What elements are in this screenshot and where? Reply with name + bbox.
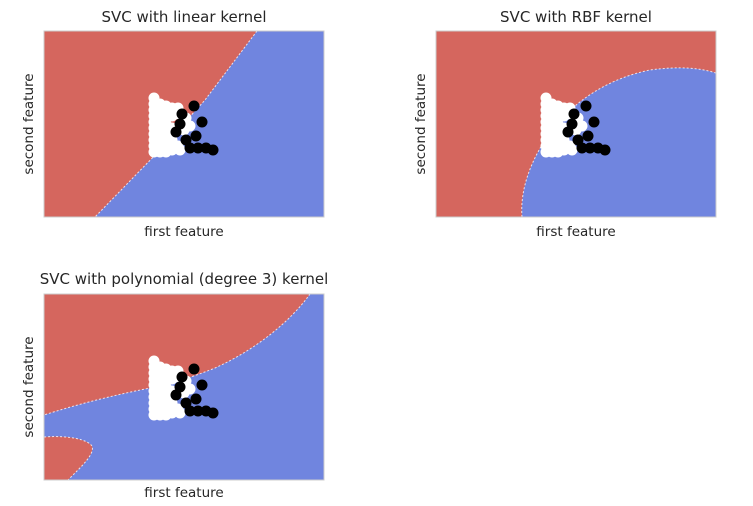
axes-frame [43, 30, 325, 218]
decision-boundary [44, 294, 311, 416]
panel-rbf-kernel: SVC with RBF kernel first feature second… [413, 8, 717, 240]
scatter-points [148, 355, 219, 421]
scatter-points [540, 92, 611, 158]
data-point-class-white [174, 144, 186, 156]
panel-title: SVC with linear kernel [102, 8, 267, 26]
data-point-class-white [566, 144, 578, 156]
data-point-class-white [174, 407, 186, 419]
data-point-class-white [184, 120, 196, 132]
data-point-class-black [192, 405, 204, 417]
data-point-class-black [196, 116, 208, 128]
data-point-class-black [582, 130, 594, 142]
data-point-class-black [580, 100, 592, 112]
region-class-a [44, 294, 310, 415]
data-point-class-black [207, 407, 219, 419]
data-point-class-black [192, 142, 204, 154]
data-point-class-black [196, 379, 208, 391]
region-class-b [521, 67, 716, 217]
data-point-class-white [184, 383, 196, 395]
data-point-class-black [190, 130, 202, 142]
data-point-class-black [584, 142, 596, 154]
axes-frame [435, 30, 717, 218]
x-axis-label: first feature [144, 224, 223, 240]
y-axis-label: second feature [21, 73, 37, 174]
data-point-class-black [184, 142, 196, 154]
data-point-class-black [184, 405, 196, 417]
data-point-class-black [170, 126, 182, 138]
data-point-class-black [562, 126, 574, 138]
data-point-class-black [170, 389, 182, 401]
region-class-a-lower [44, 436, 93, 480]
x-axis-label: first feature [536, 224, 615, 240]
y-axis-label: second feature [21, 336, 37, 437]
data-point-class-black [176, 371, 188, 383]
panel-polynomial-kernel: SVC with polynomial (degree 3) kernel fi… [21, 270, 328, 501]
axes-frame [43, 293, 325, 481]
data-point-class-black [576, 142, 588, 154]
decision-boundary [521, 67, 716, 217]
data-point-class-black [207, 144, 219, 156]
panel-title: SVC with polynomial (degree 3) kernel [40, 270, 329, 288]
data-point-class-white [576, 120, 588, 132]
panel-linear-kernel: SVC with linear kernel first feature sec… [21, 8, 325, 240]
scatter-points [148, 92, 219, 158]
region-class-b [95, 31, 324, 217]
data-point-class-black [599, 144, 611, 156]
data-point-class-black [176, 108, 188, 120]
data-point-class-black [188, 363, 200, 375]
decision-boundary-lower [44, 436, 93, 480]
data-point-class-black [568, 108, 580, 120]
data-point-class-black [188, 100, 200, 112]
x-axis-label: first feature [144, 485, 223, 501]
y-axis-label: second feature [413, 73, 429, 174]
data-point-class-black [588, 116, 600, 128]
panel-title: SVC with RBF kernel [500, 8, 652, 26]
data-point-class-black [190, 393, 202, 405]
